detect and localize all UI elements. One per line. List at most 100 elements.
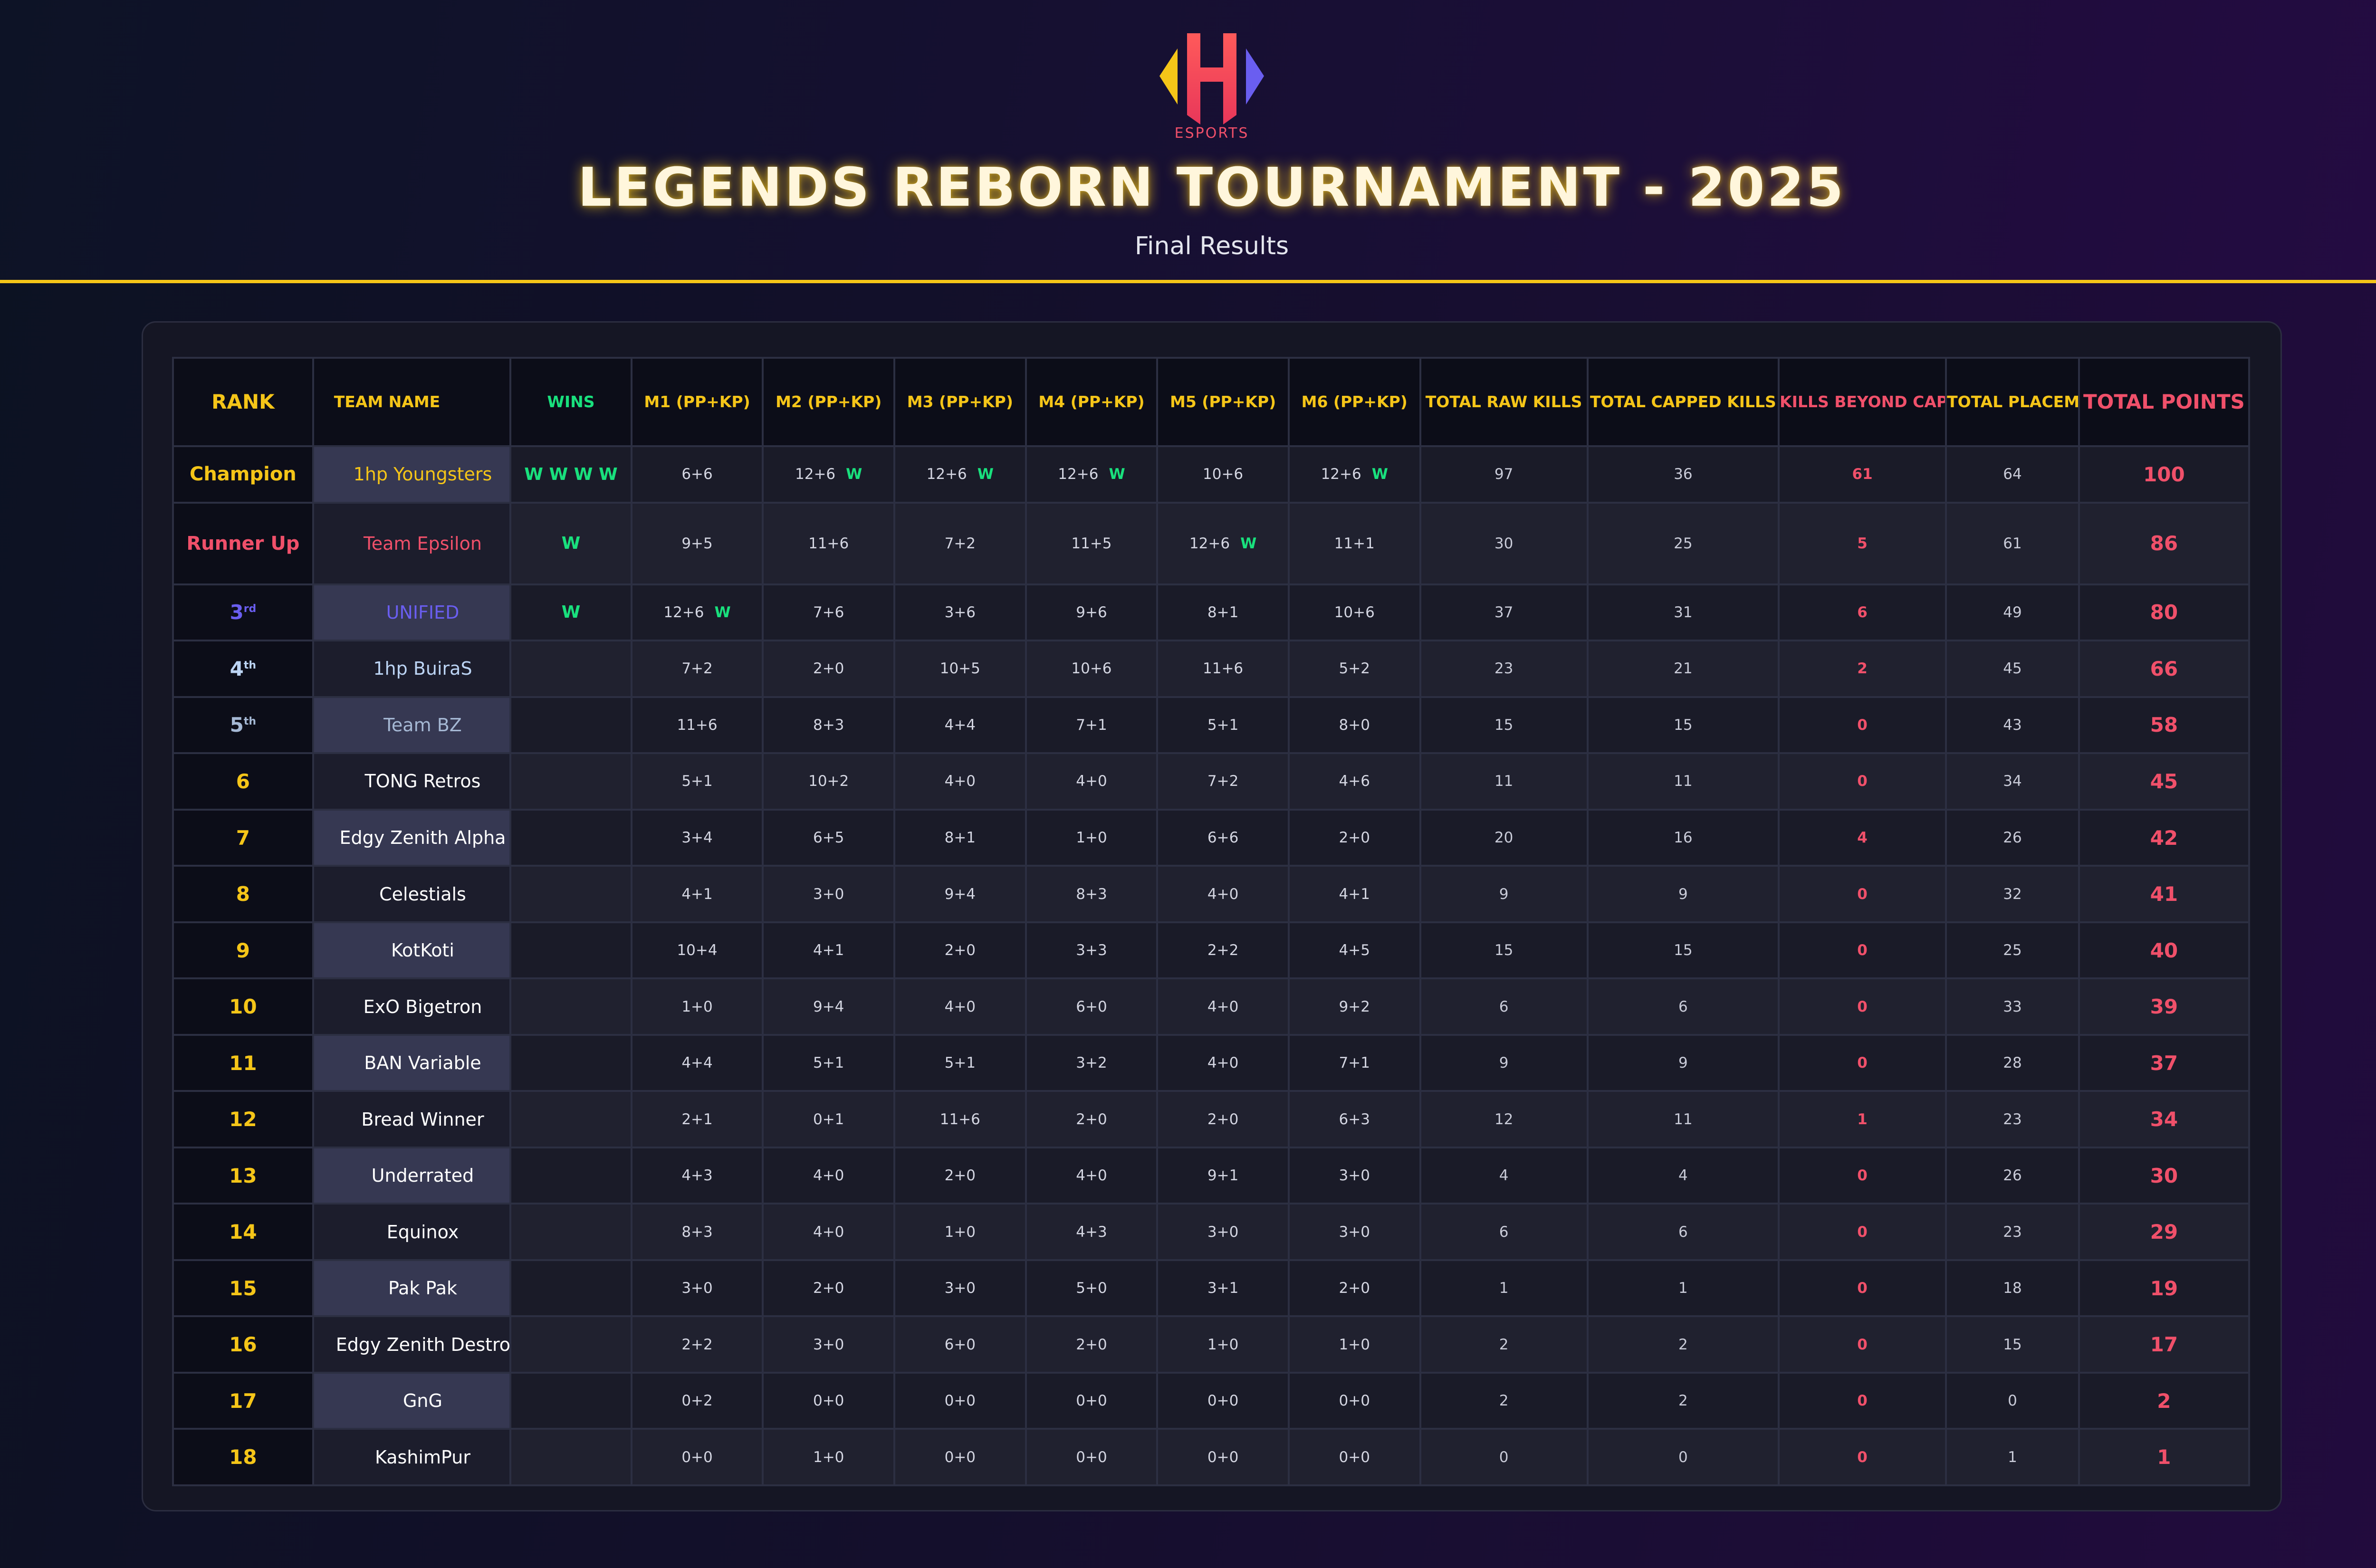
total-raw-kills-cell: 11 [1419,752,1589,811]
col-header-rank: RANK [172,357,314,447]
total-capped-kills-cell: 1 [1586,1259,1780,1318]
match-m4-cell: 9+6 [1025,583,1159,642]
match-score: 5+2 [1339,660,1370,678]
total-placement-points-cell: 1 [1945,1428,2080,1486]
wins-cell [509,1146,632,1205]
match-m5-cell: 2+0 [1156,1090,1290,1148]
match-m2-cell: 4+0 [762,1146,895,1205]
wins-cell [509,1033,632,1092]
table-header-row: RANK TEAM NAME WINS M1 (PP+KP) M2 (PP+KP… [172,357,2251,447]
match-m1-cell: 3+4 [630,808,764,867]
team-name-cell: ExO Bigetron [312,977,512,1036]
total-points-cell: 100 [2078,445,2251,504]
logo-text: ESPORTS [1175,125,1249,142]
wins-cell [509,921,632,980]
total-capped-kills-cell: 9 [1586,1033,1780,1092]
rank-cell: Runner Up [172,501,314,585]
kills-beyond-cap-cell: 0 [1778,921,1947,980]
match-m5-cell: 3+1 [1156,1259,1290,1318]
match-score: 4+5 [1339,942,1370,959]
wins-cell [509,696,632,755]
rank-label: 15 [229,1276,257,1300]
match-score: 11+6 [808,535,849,552]
total-capped-kills-cell: 21 [1586,640,1780,698]
match-m5-cell: 9+1 [1156,1146,1290,1205]
match-m4-cell: 8+3 [1025,865,1159,923]
match-score: 3+4 [681,829,713,846]
match-score: 5+1 [813,1054,844,1072]
kills-beyond-cap-cell: 0 [1778,977,1947,1036]
total-placement-points-cell: 26 [1945,808,2080,867]
match-m3-cell: 3+6 [893,583,1027,642]
table-row: 8 Celestials 4+1 3+0 9+4 8+3 4+0 4+1 9 9 0 32 41 [172,865,2251,923]
total-placement-points-cell: 64 [1945,445,2080,504]
match-m6-cell: 10+6 [1287,583,1421,642]
match-m1-cell: 0+0 [630,1428,764,1486]
match-score: 4+0 [1207,998,1239,1015]
table-row: 16 Edgy Zenith Destro 2+2 3+0 6+0 2+0 1+0 1+0 2 2… [172,1315,2251,1374]
match-m3-cell: 12+6 W [893,445,1027,504]
match-m1-cell: 1+0 [630,977,764,1036]
match-m3-cell: 10+5 [893,640,1027,698]
match-m4-cell: 2+0 [1025,1315,1159,1374]
col-header-wins: WINS [509,357,632,447]
wins-cell [509,1090,632,1148]
match-score: 2+1 [681,1110,713,1128]
match-m4-cell: 0+0 [1025,1428,1159,1486]
match-m6-cell: 11+1 [1287,501,1421,585]
match-m5-cell: 0+0 [1156,1428,1290,1486]
col-header-total-placement-points: TOTAL PLACEMENT POINTS [1945,357,2080,447]
rank-cell: 18 [172,1428,314,1486]
match-m4-cell: 12+6 W [1025,445,1159,504]
match-win-badge: W [714,603,731,621]
rank-cell: 17 [172,1371,314,1430]
match-score: 2+2 [1207,942,1239,959]
total-capped-kills-cell: 6 [1586,1203,1780,1261]
kills-beyond-cap-cell: 0 [1778,1033,1947,1092]
match-m6-cell: 3+0 [1287,1203,1421,1261]
table-row: 17 GnG 0+2 0+0 0+0 0+0 0+0 0+0 2 2 0 0 2 [172,1371,2251,1430]
team-name-cell: Celestials [312,865,512,923]
rank-cell: 7 [172,808,314,867]
total-points-cell: 39 [2078,977,2251,1036]
kills-beyond-cap-cell: 1 [1778,1090,1947,1148]
match-m6-cell: 8+0 [1287,696,1421,755]
team-name-cell: Pak Pak [312,1259,512,1318]
table-row: 14 Equinox 8+3 4+0 1+0 4+3 3+0 3+0 6 6 0 23 29 [172,1203,2251,1261]
match-m1-cell: 12+6 W [630,583,764,642]
rank-label: 9 [236,938,250,962]
match-m2-cell: 8+3 [762,696,895,755]
match-m6-cell: 6+3 [1287,1090,1421,1148]
rank-label: 6 [236,769,250,793]
wins-cell: W W W W [509,445,632,504]
col-header-m6: M6 (PP+KP) [1287,357,1421,447]
match-score: 4+3 [1076,1223,1107,1241]
match-m3-cell: 4+0 [893,977,1027,1036]
match-m6-cell: 2+0 [1287,1259,1421,1318]
match-score: 8+1 [944,829,976,846]
match-score: 11+5 [1071,535,1112,552]
match-score: 10+6 [1334,603,1375,621]
match-score: 0+0 [1339,1392,1370,1410]
rank-cell: 11 [172,1033,314,1092]
rank-label: 12 [229,1108,257,1131]
match-win-badge: W [977,466,994,483]
total-capped-kills-cell: 36 [1586,445,1780,504]
rank-suffix: rd [243,603,257,615]
total-capped-kills-cell: 0 [1586,1428,1780,1486]
match-m6-cell: 7+1 [1287,1033,1421,1092]
match-score: 12+6 [663,603,704,621]
rank-label: 13 [229,1164,257,1187]
match-m4-cell: 3+3 [1025,921,1159,980]
match-score: 0+1 [813,1110,844,1128]
match-score: 4+0 [944,773,976,790]
match-m5-cell: 12+6 W [1156,501,1290,585]
total-capped-kills-cell: 16 [1586,808,1780,867]
match-score: 4+0 [1076,1167,1107,1185]
match-m6-cell: 0+0 [1287,1371,1421,1430]
table-row: 13 Underrated 4+3 4+0 2+0 4+0 9+1 3+0 4 4 0 26 30 [172,1146,2251,1205]
match-m4-cell: 4+3 [1025,1203,1159,1261]
rank-cell: 8 [172,865,314,923]
total-points-cell: 29 [2078,1203,2251,1261]
total-placement-points-cell: 15 [1945,1315,2080,1374]
